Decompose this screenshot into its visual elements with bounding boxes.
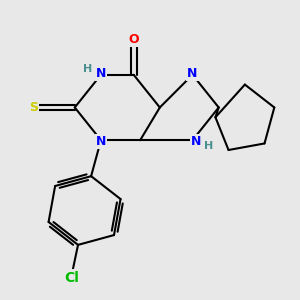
Text: S: S (29, 101, 38, 114)
Text: N: N (96, 67, 106, 80)
Text: N: N (96, 135, 106, 148)
Text: H: H (82, 64, 92, 74)
Text: N: N (190, 135, 201, 148)
Text: H: H (204, 141, 213, 151)
Text: Cl: Cl (64, 271, 79, 285)
Text: N: N (187, 67, 198, 80)
Text: O: O (128, 33, 139, 46)
